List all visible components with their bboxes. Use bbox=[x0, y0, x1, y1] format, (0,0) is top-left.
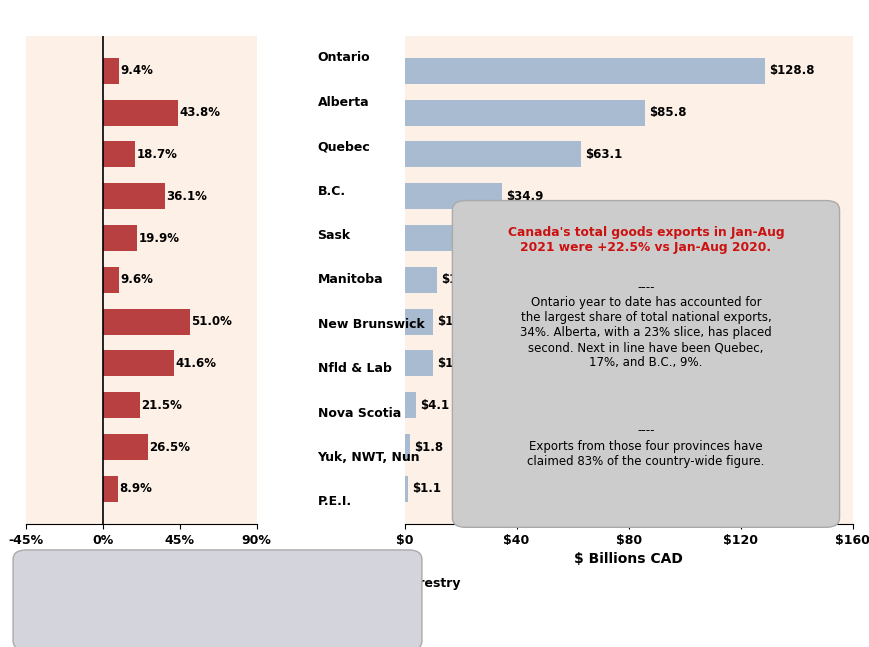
Text: 36.1%: 36.1% bbox=[166, 190, 207, 203]
Text: $10.0: $10.0 bbox=[436, 315, 474, 328]
Text: $10.0: $10.0 bbox=[436, 357, 474, 370]
Text: Manitoba: Manitoba bbox=[317, 273, 382, 287]
Text: ----: ---- bbox=[636, 424, 654, 437]
Text: 9.4%: 9.4% bbox=[120, 64, 153, 77]
Text: B.C.: B.C. bbox=[317, 184, 345, 197]
Bar bbox=[404, 100, 644, 126]
Bar bbox=[103, 309, 189, 334]
Text: P.E.I.: P.E.I. bbox=[317, 496, 351, 509]
Text: $4.1: $4.1 bbox=[420, 399, 449, 411]
Text: $34.9: $34.9 bbox=[506, 190, 543, 203]
Text: Quebec: Quebec bbox=[317, 140, 370, 153]
Bar bbox=[103, 434, 148, 460]
Text: 9.6%: 9.6% bbox=[121, 273, 154, 287]
Text: 43.8%: 43.8% bbox=[179, 106, 220, 119]
Bar bbox=[404, 351, 432, 377]
X-axis label: % Change Ytd: % Change Ytd bbox=[87, 553, 196, 566]
Text: Canada's total goods exports in Jan-Aug
2021 were +22.5% vs Jan-Aug 2020.: Canada's total goods exports in Jan-Aug … bbox=[507, 226, 783, 254]
Bar bbox=[103, 225, 136, 251]
Bar bbox=[404, 58, 765, 83]
Text: Sask: Sask bbox=[317, 229, 350, 242]
Text: $1.8: $1.8 bbox=[414, 441, 442, 454]
Text: Alberta: Alberta bbox=[317, 96, 368, 109]
Bar bbox=[404, 267, 436, 293]
Text: 18.7%: 18.7% bbox=[136, 148, 177, 161]
Bar bbox=[404, 476, 408, 502]
Text: New Brunswick: New Brunswick bbox=[317, 318, 424, 331]
Bar bbox=[103, 142, 135, 168]
Bar bbox=[103, 351, 174, 377]
Text: Ontario year to date has accounted for
the largest share of total national expor: Ontario year to date has accounted for t… bbox=[520, 296, 771, 369]
Text: ----: ---- bbox=[636, 281, 654, 294]
Text: Exports from those four provinces have
claimed 83% of the country-wide figure.: Exports from those four provinces have c… bbox=[527, 440, 764, 468]
Bar bbox=[404, 309, 432, 334]
Bar bbox=[103, 100, 177, 126]
Bar bbox=[103, 392, 140, 418]
Bar bbox=[404, 183, 501, 209]
Text: $23.4: $23.4 bbox=[474, 232, 511, 245]
Text: $85.8: $85.8 bbox=[648, 106, 686, 119]
Bar bbox=[404, 225, 469, 251]
Text: $1.1: $1.1 bbox=[411, 483, 441, 496]
Bar bbox=[404, 142, 580, 168]
Text: $63.1: $63.1 bbox=[585, 148, 622, 161]
Text: Yuk, NWT, Nun: Yuk, NWT, Nun bbox=[317, 451, 420, 464]
Text: $11.5: $11.5 bbox=[441, 273, 478, 287]
Text: 19.9%: 19.9% bbox=[138, 232, 179, 245]
Text: 41.6%: 41.6% bbox=[176, 357, 216, 370]
Text: New Brunswick: New Brunswick bbox=[110, 577, 217, 591]
Bar bbox=[103, 58, 119, 83]
Bar bbox=[103, 476, 118, 502]
Text: Ontario: Ontario bbox=[317, 51, 369, 64]
Text: $128.8: $128.8 bbox=[768, 64, 814, 77]
Bar bbox=[404, 392, 415, 418]
Bar bbox=[103, 183, 164, 209]
Text: products, leads in y/y % change, +51.0%.: products, leads in y/y % change, +51.0%. bbox=[72, 611, 362, 624]
Text: 26.5%: 26.5% bbox=[149, 441, 190, 454]
Text: 51.0%: 51.0% bbox=[191, 315, 232, 328]
Text: , thanks to petroleum and forestry: , thanks to petroleum and forestry bbox=[217, 577, 461, 591]
Text: Nova Scotia: Nova Scotia bbox=[317, 406, 401, 419]
Bar bbox=[404, 434, 409, 460]
Text: 8.9%: 8.9% bbox=[119, 483, 152, 496]
X-axis label: $ Billions CAD: $ Billions CAD bbox=[574, 553, 682, 566]
Text: Nfld & Lab: Nfld & Lab bbox=[317, 362, 391, 375]
Text: 21.5%: 21.5% bbox=[141, 399, 182, 411]
Bar bbox=[103, 267, 119, 293]
